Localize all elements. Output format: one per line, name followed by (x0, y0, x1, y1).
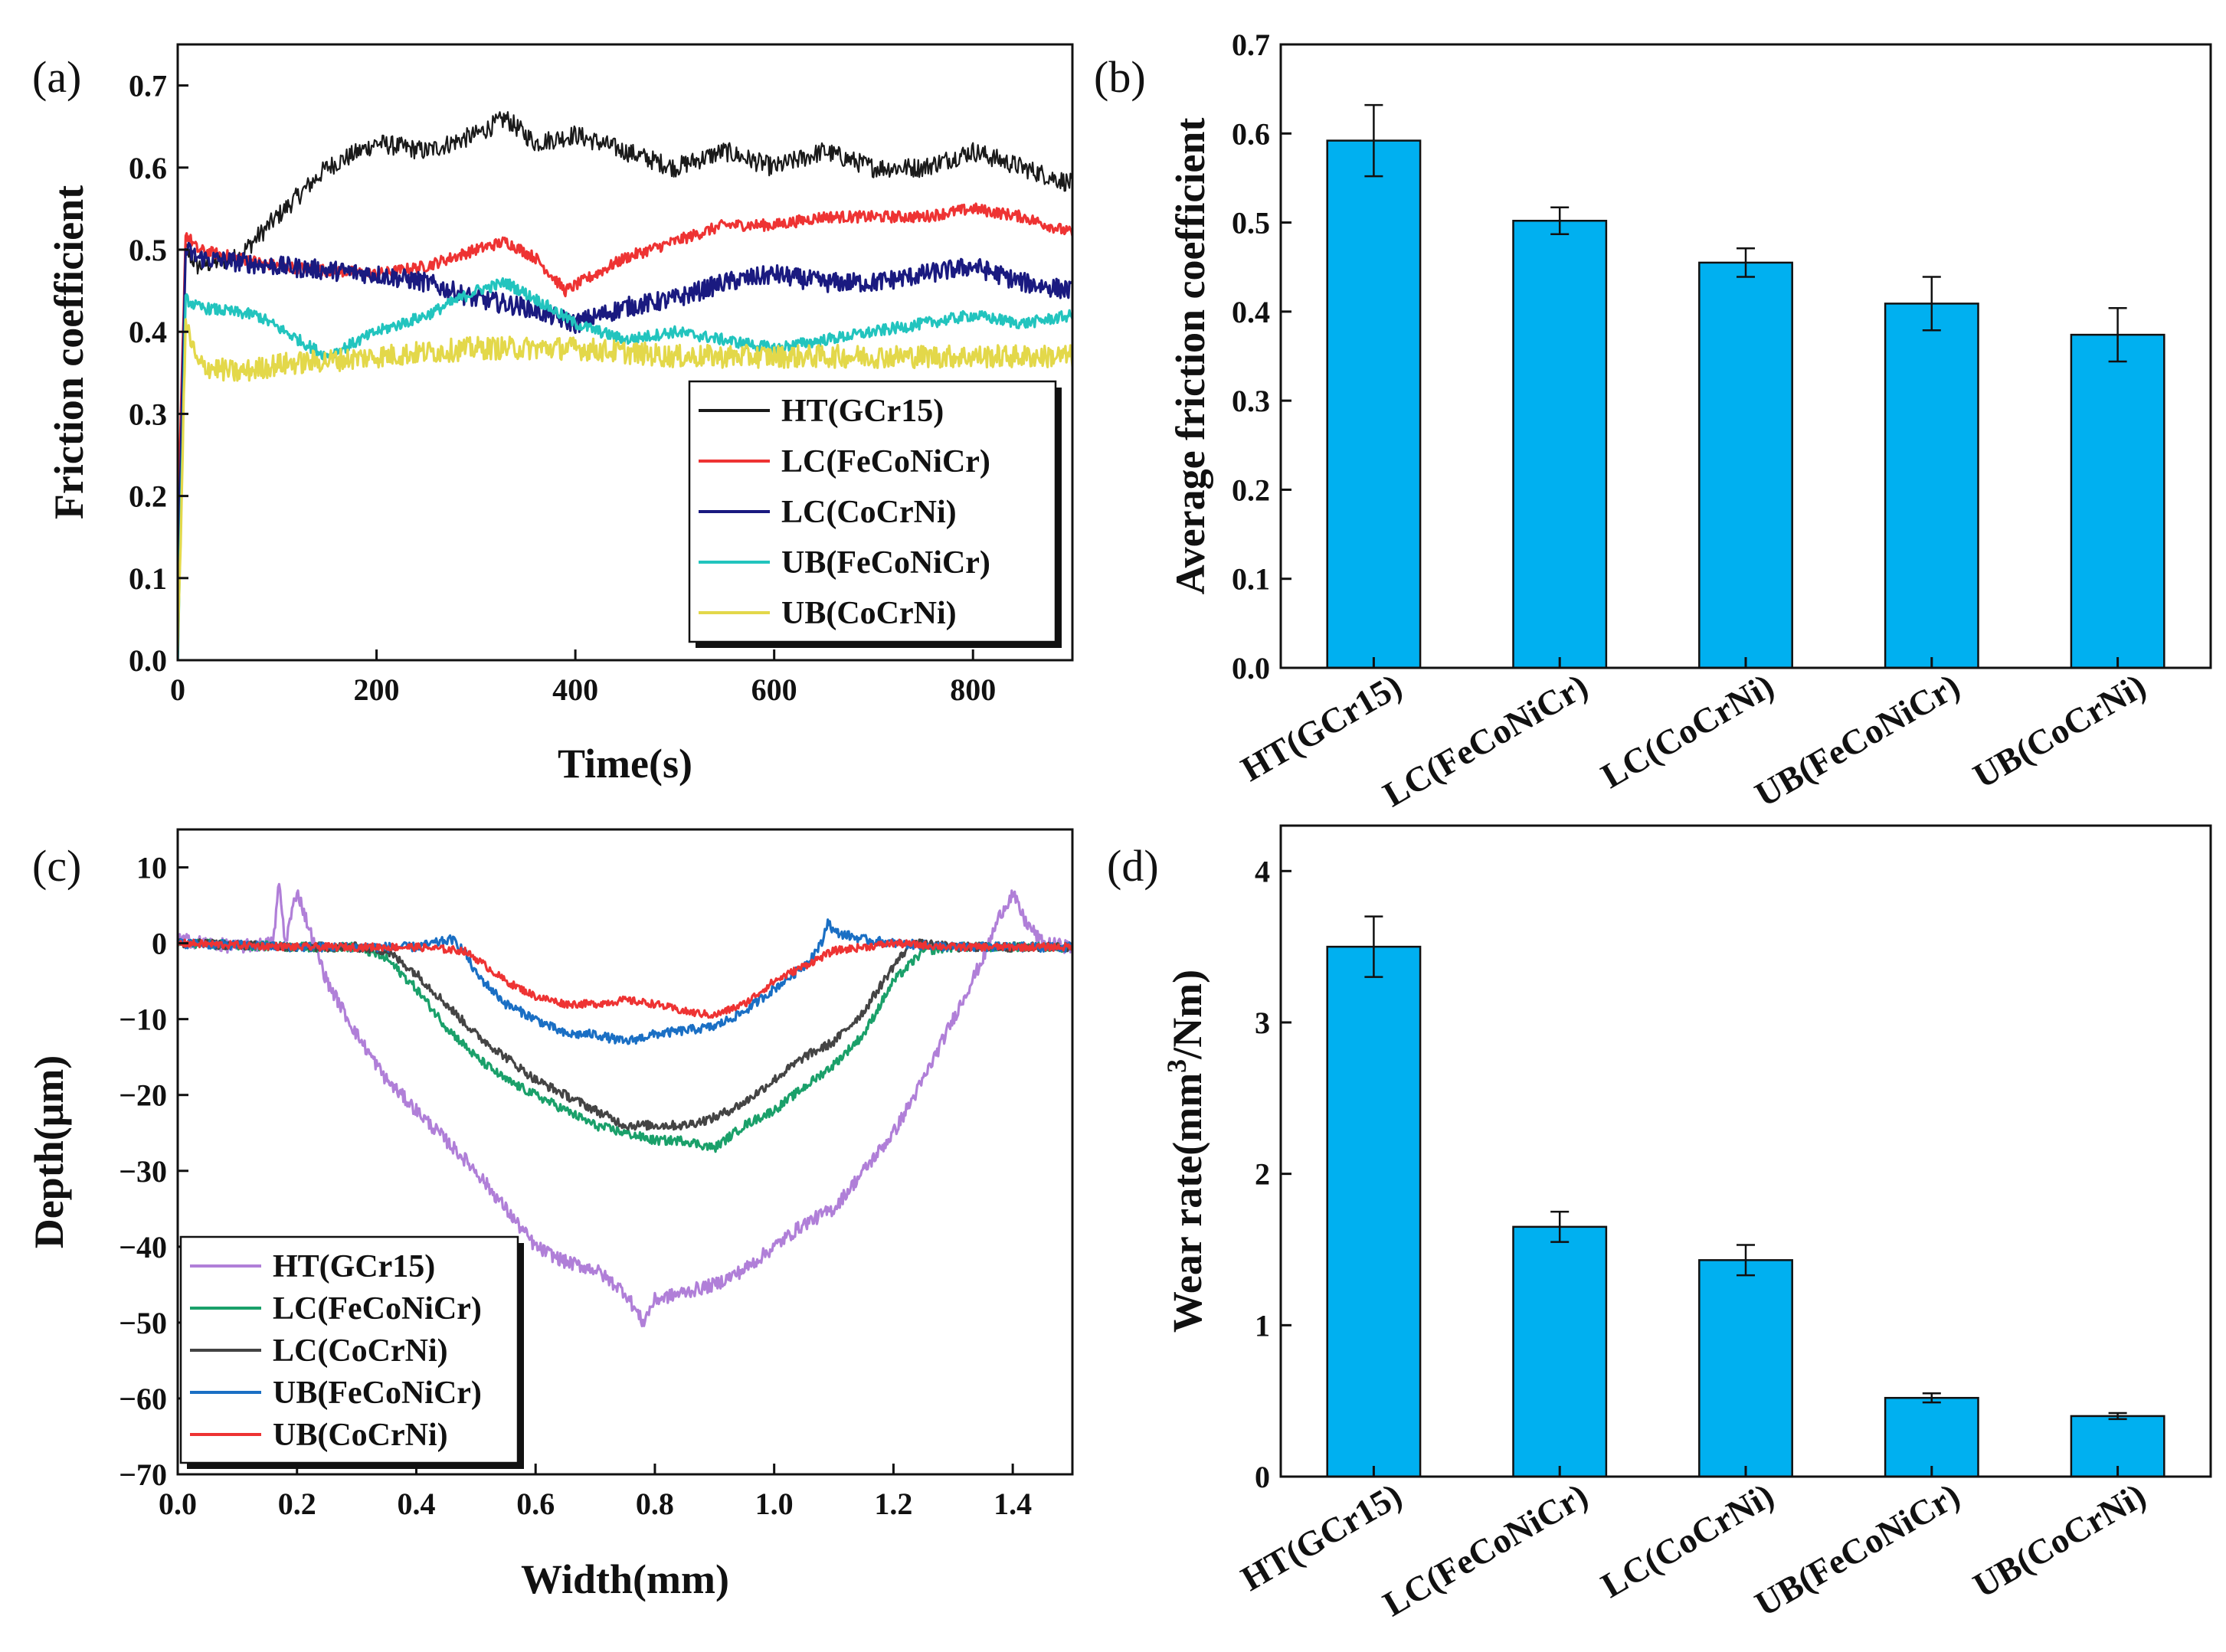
y-tick-label-b: 0.1 (1232, 562, 1270, 597)
y-tick-label-c: −60 (119, 1382, 167, 1416)
y-tick-label-d: 1 (1255, 1308, 1270, 1343)
category-label: UB(CoCrNi) (1966, 1475, 2152, 1605)
series-line-ub-cocrni- (178, 318, 1072, 651)
y-tick-label-b: 0.5 (1232, 206, 1270, 240)
legend-label-c: HT(GCr15) (273, 1249, 435, 1284)
x-tick-label-c: 0.2 (278, 1487, 316, 1521)
y-tick-label-d: 3 (1255, 1006, 1270, 1040)
x-tick-label-c: 1.4 (994, 1487, 1032, 1521)
x-tick-label-a: 400 (552, 672, 598, 707)
x-tick-label-c: 0.0 (159, 1487, 197, 1521)
x-tick-label-a: 200 (354, 672, 400, 707)
x-tick-label-c: 1.2 (874, 1487, 912, 1521)
series-group-c (178, 882, 1072, 1328)
y-tick-label-b: 0.6 (1232, 116, 1270, 151)
y-tick-label-d: 2 (1255, 1157, 1270, 1192)
y-tick-label-b: 0.3 (1232, 384, 1270, 418)
panel-label-c: (c) (32, 841, 81, 891)
y-axis-label-tail: /Nm) (1164, 970, 1210, 1060)
series-group-a (178, 111, 1072, 660)
series-line-ht-gcr15- (178, 882, 1072, 1328)
x-tick-label-a: 800 (950, 672, 996, 707)
y-axis-label-main: Wear rate(mm (1164, 1073, 1210, 1333)
series-line-ub-cocrni- (178, 938, 1072, 1019)
legend-label-c: LC(FeCoNiCr) (273, 1291, 482, 1327)
legend-label-a: LC(CoCrNi) (781, 495, 957, 530)
y-tick-label-a: 0.6 (129, 151, 167, 185)
y-tick-label-d: 0 (1255, 1460, 1270, 1494)
y-tick-label-b: 0.4 (1232, 295, 1270, 329)
plot-frame-a (176, 43, 1074, 662)
panel-label-b: (b) (1094, 52, 1146, 102)
category-label: UB(FeCoNiCr) (1748, 1475, 1966, 1624)
y-tick-label-b: 0.7 (1232, 28, 1270, 62)
category-label: LC(FeCoNiCr) (1377, 666, 1594, 814)
plot-frame-d (1279, 824, 2212, 1478)
category-label: UB(FeCoNiCr) (1748, 666, 1966, 814)
y-tick-label-c: 10 (136, 851, 167, 885)
legend-label-a: LC(FeCoNiCr) (781, 444, 990, 479)
bar-ht-gcr15- (1326, 945, 1422, 1478)
y-axis-label-superscript: 3 (1161, 1059, 1192, 1073)
x-tick-label-c: 0.8 (636, 1487, 674, 1521)
y-axis-label-d: Wear rate(mm3/Nm) (1161, 970, 1210, 1333)
y-tick-label-a: 0.7 (129, 69, 167, 103)
y-tick-label-c: −70 (119, 1457, 167, 1492)
y-tick-label-a: 0.1 (129, 561, 167, 596)
plot-frame-c (176, 828, 1074, 1476)
legend-label-c: UB(CoCrNi) (273, 1418, 448, 1453)
y-tick-label-c: −10 (119, 1003, 167, 1037)
x-axis-label-a: Time(s) (558, 741, 692, 787)
bar-ub-feconicr- (1884, 303, 1979, 669)
y-tick-label-c: −40 (119, 1230, 167, 1264)
y-tick-label-c: −50 (119, 1306, 167, 1340)
y-axis-label-c: Depth(μm) (26, 1055, 72, 1249)
plot-frame-b (1279, 43, 2212, 669)
x-tick-label-a: 600 (751, 672, 797, 707)
bar-ub-feconicr- (1884, 1396, 1979, 1478)
y-tick-label-d: 4 (1255, 854, 1270, 888)
x-tick-label-c: 1.0 (755, 1487, 794, 1521)
y-axis-label-b: Average friction coefficient (1167, 118, 1213, 595)
y-tick-label-a: 0.4 (129, 315, 167, 349)
y-tick-label-c: −20 (119, 1078, 167, 1113)
y-tick-label-a: 0.5 (129, 233, 167, 267)
y-tick-label-c: 0 (152, 927, 167, 961)
y-tick-label-b: 0.2 (1232, 473, 1270, 507)
legend-label-a: HT(GCr15) (781, 394, 944, 429)
bar-ub-cocrni- (2070, 333, 2165, 669)
category-label: UB(CoCrNi) (1966, 666, 2152, 795)
legend-label-a: UB(FeCoNiCr) (781, 545, 990, 581)
panel-label-a: (a) (32, 52, 81, 102)
series-line-lc-cocrni- (178, 241, 1072, 571)
bar-lc-feconicr- (1512, 219, 1608, 669)
legend-label-c: LC(CoCrNi) (273, 1333, 448, 1369)
category-label: LC(FeCoNiCr) (1377, 1475, 1594, 1624)
x-axis-label-c: Width(mm) (521, 1556, 729, 1602)
category-label: LC(CoCrNi) (1595, 1475, 1780, 1605)
legend-label-c: UB(FeCoNiCr) (273, 1376, 482, 1411)
x-tick-label-c: 0.6 (516, 1487, 555, 1521)
y-tick-label-c: −30 (119, 1154, 167, 1189)
x-tick-label-a: 0 (170, 672, 185, 707)
x-tick-label-c: 0.4 (397, 1487, 435, 1521)
y-axis-label-a: Friction coefficient (46, 185, 92, 519)
y-tick-label-a: 0.3 (129, 397, 167, 431)
y-tick-label-a: 0.2 (129, 479, 167, 514)
y-tick-label-a: 0.0 (129, 643, 167, 678)
legend-label-a: UB(CoCrNi) (781, 596, 957, 631)
series-line-ht-gcr15- (178, 111, 1072, 658)
bar-lc-cocrni- (1698, 261, 1793, 669)
panel-label-d: (d) (1107, 841, 1159, 891)
category-label: LC(CoCrNi) (1595, 666, 1780, 795)
bar-lc-feconicr- (1512, 1225, 1608, 1478)
series-line-lc-cocrni- (178, 938, 1072, 1131)
bar-ht-gcr15- (1326, 139, 1422, 669)
series-line-ub-feconicr- (178, 277, 1072, 660)
bar-lc-cocrni- (1698, 1259, 1793, 1478)
y-tick-label-b: 0.0 (1232, 651, 1270, 685)
